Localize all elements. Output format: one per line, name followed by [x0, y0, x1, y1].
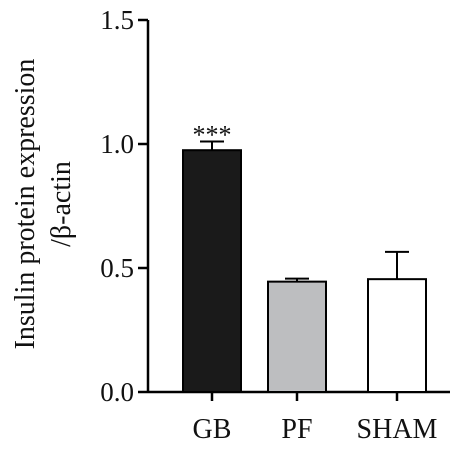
y-axis-title-line1: Insulin protein expression: [10, 59, 41, 350]
y-tick-label: 0.0: [100, 377, 134, 407]
x-tick-label: SHAM: [357, 414, 438, 445]
bar: [182, 149, 242, 393]
x-tick-label: PF: [281, 414, 312, 445]
plot-area: 0.0 0.5 1.0 1.5 GB PF SHAM ***: [100, 5, 450, 445]
y-tick-label: 1.0: [100, 129, 134, 159]
bar: [267, 280, 327, 394]
x-tick-label: GB: [193, 414, 232, 445]
significance-label: ***: [193, 121, 232, 150]
bar: [367, 278, 427, 393]
y-tick-label: 0.5: [100, 253, 134, 283]
y-axis-title-line2: /β-actin: [46, 161, 77, 247]
y-tick-label: 1.5: [100, 5, 134, 35]
